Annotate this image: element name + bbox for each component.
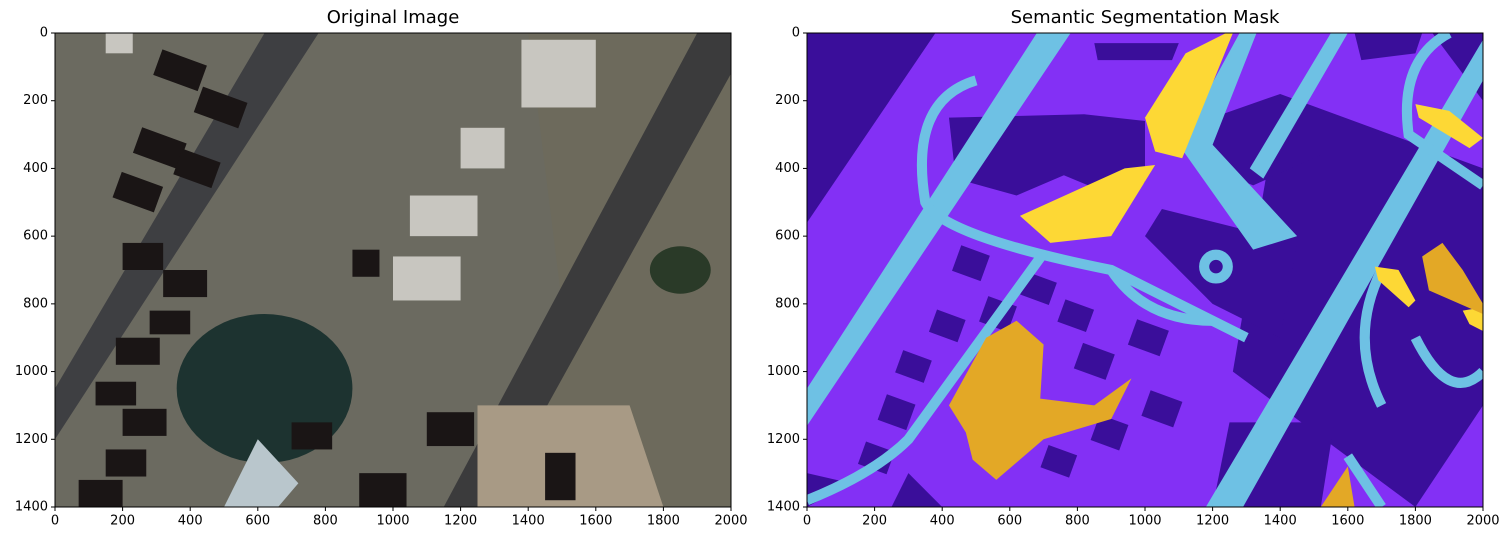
x-tick-label: 600: [245, 514, 270, 529]
x-tick-label: 1000: [1128, 514, 1161, 529]
y-tick-label: 1000: [767, 364, 800, 379]
segmentation-mask: [807, 33, 1483, 507]
x-tick-label: 2000: [714, 514, 747, 529]
x-tick-label: 0: [803, 514, 811, 529]
x-tick-label: 800: [1065, 514, 1090, 529]
x-tick-label: 1000: [376, 514, 409, 529]
y-tick-label: 600: [23, 229, 48, 244]
y-tick-label: 800: [23, 296, 48, 311]
x-tick-label: 1400: [512, 514, 545, 529]
y-tick-label: 200: [23, 93, 48, 108]
y-tick-label: 1400: [15, 500, 48, 515]
y-tick-label: 800: [775, 296, 800, 311]
x-tick-label: 0: [51, 514, 59, 529]
y-tick-label: 0: [40, 26, 48, 41]
x-tick-label: 2000: [1466, 514, 1499, 529]
x-tick-label: 1800: [647, 514, 680, 529]
y-tick-label: 1400: [767, 500, 800, 515]
x-tick-label: 1400: [1264, 514, 1297, 529]
y-tick-label: 1200: [767, 432, 800, 447]
x-tick-label: 1200: [1196, 514, 1229, 529]
y-tick-label: 400: [775, 161, 800, 176]
y-tick-label: 0: [792, 26, 800, 41]
x-tick-label: 800: [313, 514, 338, 529]
x-tick-label: 1600: [579, 514, 612, 529]
x-tick-label: 1800: [1399, 514, 1432, 529]
chart-title: Semantic Segmentation Mask: [1011, 7, 1280, 28]
y-tick-label: 200: [775, 93, 800, 108]
x-tick-label: 1600: [1331, 514, 1364, 529]
x-tick-label: 600: [997, 514, 1022, 529]
x-tick-label: 200: [862, 514, 887, 529]
x-tick-label: 400: [178, 514, 203, 529]
y-tick-label: 1200: [15, 432, 48, 447]
chart-title: Original Image: [327, 7, 460, 28]
y-tick-label: 400: [23, 161, 48, 176]
x-tick-label: 400: [930, 514, 955, 529]
y-tick-label: 1000: [15, 364, 48, 379]
x-tick-label: 1200: [444, 514, 477, 529]
x-tick-label: 200: [110, 514, 135, 529]
original-image: [55, 33, 731, 507]
y-tick-label: 600: [775, 229, 800, 244]
